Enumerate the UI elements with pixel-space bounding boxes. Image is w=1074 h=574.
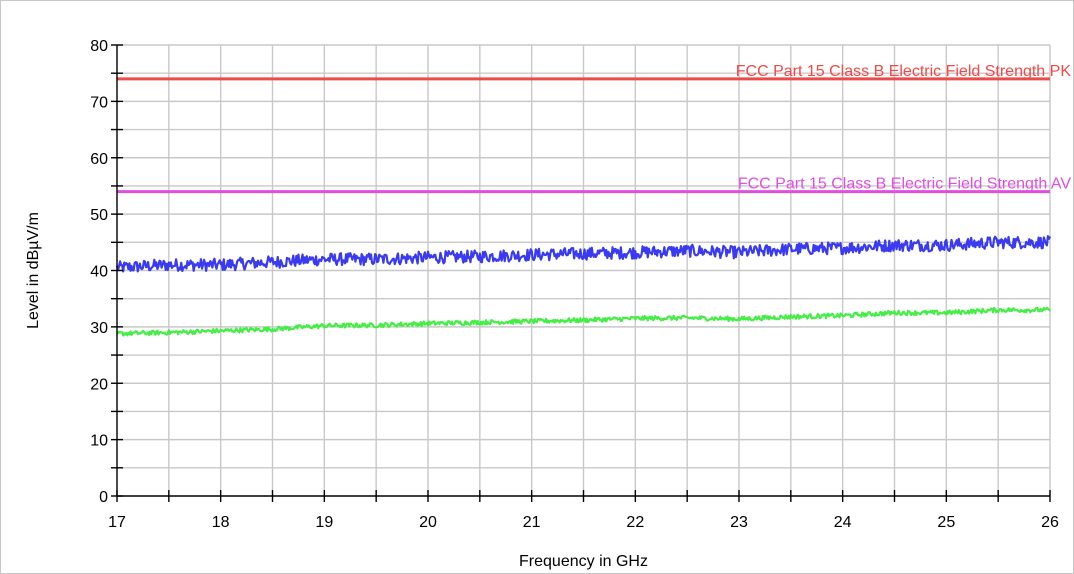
x-tick-label: 19 xyxy=(315,514,333,531)
x-tick-label: 26 xyxy=(1041,514,1059,531)
y-tick-label: 70 xyxy=(90,94,108,111)
y-tick-label: 50 xyxy=(90,207,108,224)
limit-label: FCC Part 15 Class B Electric Field Stren… xyxy=(736,63,1072,80)
x-tick-labels: 17 18 19 20 21 22 23 24 25 26 xyxy=(108,514,1059,531)
axes xyxy=(111,44,1051,502)
grid-lines xyxy=(117,44,1051,496)
y-tick-label: 10 xyxy=(90,433,108,450)
x-tick-label: 24 xyxy=(834,514,852,531)
x-tick-label: 18 xyxy=(212,514,230,531)
x-tick-label: 25 xyxy=(937,514,955,531)
y-tick-labels: 0 10 20 30 40 50 60 70 80 xyxy=(90,38,108,506)
y-tick-label: 60 xyxy=(90,151,108,168)
x-tick-label: 22 xyxy=(626,514,644,531)
limit-label: FCC Part 15 Class B Electric Field Stren… xyxy=(738,176,1071,193)
x-tick-label: 20 xyxy=(419,514,437,531)
x-tick-label: 17 xyxy=(108,514,126,531)
y-tick-label: 40 xyxy=(90,264,108,281)
y-tick-label: 80 xyxy=(90,38,108,55)
y-tick-label: 30 xyxy=(90,320,108,337)
x-axis-title: Frequency in GHz xyxy=(519,553,648,570)
y-tick-label: 0 xyxy=(99,489,108,506)
y-axis-title: Level in dBµV/m xyxy=(25,212,42,329)
series-line xyxy=(116,306,1051,337)
y-tick-label: 20 xyxy=(90,376,108,393)
data-series xyxy=(115,235,1052,337)
x-tick-label: 21 xyxy=(523,514,541,531)
limit-lines: FCC Part 15 Class B Electric Field Stren… xyxy=(117,63,1072,194)
series-line xyxy=(115,235,1052,273)
x-tick-label: 23 xyxy=(730,514,748,531)
